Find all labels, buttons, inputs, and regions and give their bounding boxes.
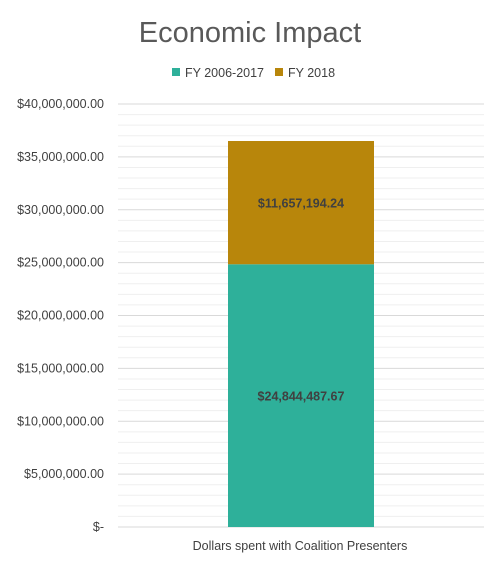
bar-segment-fy2006-2017 [228, 264, 374, 527]
y-tick-label: $20,000,000.00 [17, 309, 104, 323]
y-tick-label: $40,000,000.00 [17, 97, 104, 111]
legend-swatch-fy2018 [275, 68, 283, 76]
y-tick-label: $5,000,000.00 [24, 467, 104, 481]
chart-title: Economic Impact [139, 17, 361, 49]
legend-swatch-fy2006-2017 [172, 68, 180, 76]
y-tick-label: $25,000,000.00 [17, 256, 104, 270]
data-label-fy2018: $11,657,194.24 [258, 197, 344, 211]
y-tick-label: $10,000,000.00 [17, 414, 104, 428]
legend: FY 2006-2017 FY 2018 [172, 66, 335, 80]
y-axis: $- $5,000,000.00 $10,000,000.00 $15,000,000… [17, 97, 104, 534]
x-category-label: Dollars spent with Coalition Presenters [193, 539, 408, 553]
bar-segment-fy2018 [228, 140, 374, 265]
y-tick-label: $35,000,000.00 [17, 150, 104, 164]
data-labels: $24,844,487.67 $11,657,194.24 [258, 197, 345, 404]
data-label-fy2006-2017: $24,844,487.67 [258, 390, 345, 404]
y-tick-label: $- [93, 520, 104, 534]
y-tick-label: $30,000,000.00 [17, 203, 104, 217]
bars [228, 140, 374, 527]
legend-label-fy2018: FY 2018 [288, 66, 335, 80]
legend-label-fy2006-2017: FY 2006-2017 [185, 66, 264, 80]
y-tick-label: $15,000,000.00 [17, 361, 104, 375]
